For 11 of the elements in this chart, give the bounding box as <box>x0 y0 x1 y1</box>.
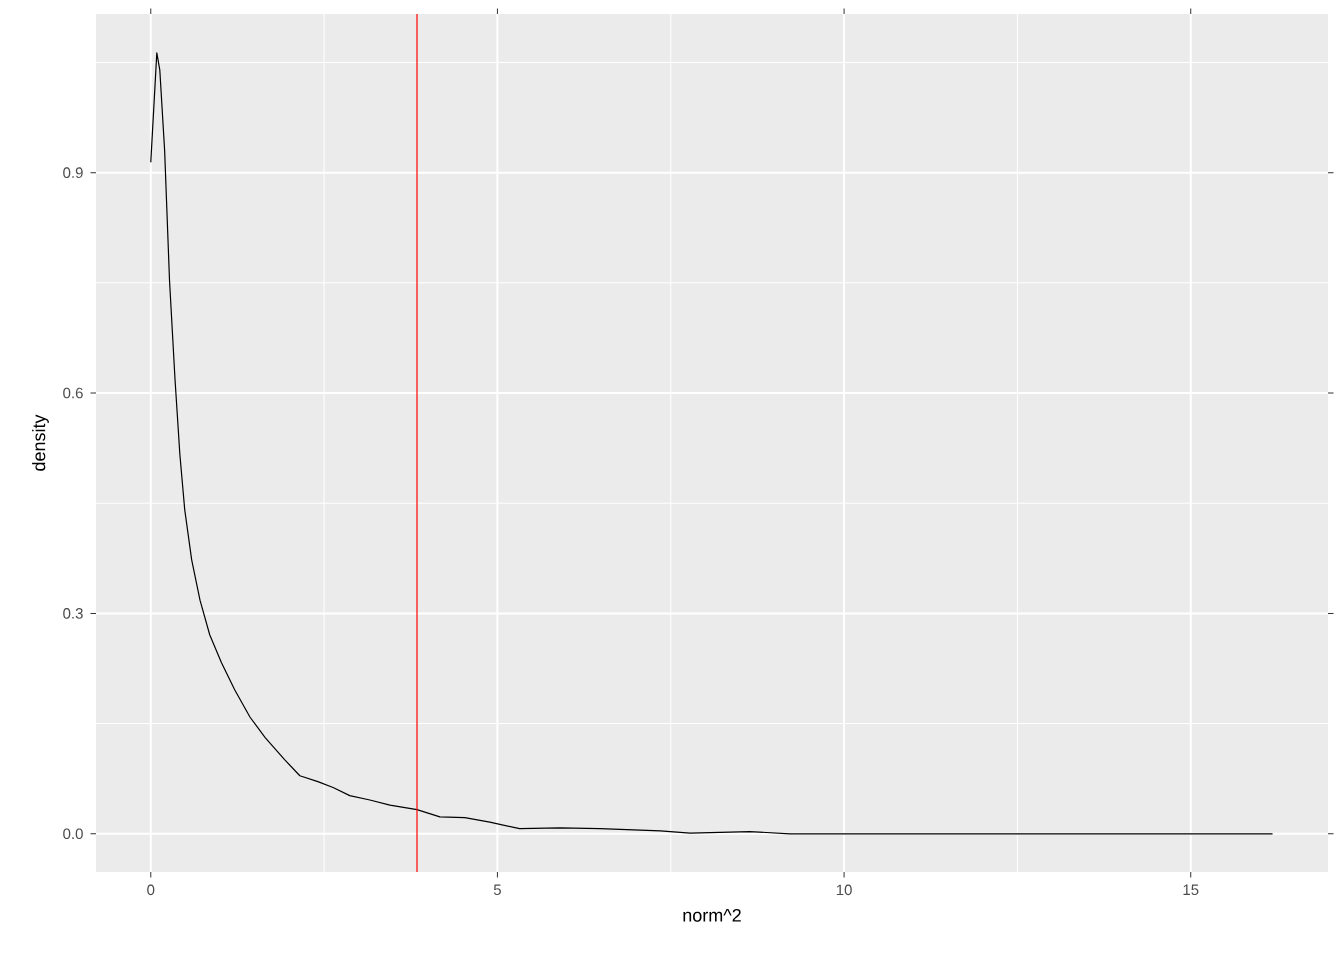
x-tick-label: 0 <box>147 884 155 896</box>
x-axis-title: norm^2 <box>683 908 741 922</box>
y-tick-label: 0.6 <box>63 387 83 399</box>
x-tick-label: 10 <box>836 884 852 896</box>
y-axis-title: density <box>32 414 49 471</box>
y-tick-label: 0.9 <box>63 167 83 178</box>
y-tick-label: 0.3 <box>63 608 83 619</box>
y-tick-label: 0.0 <box>63 828 83 840</box>
x-tick-label: 5 <box>493 884 501 896</box>
line-series <box>150 52 1274 835</box>
x-tick-label: 15 <box>1183 884 1199 896</box>
